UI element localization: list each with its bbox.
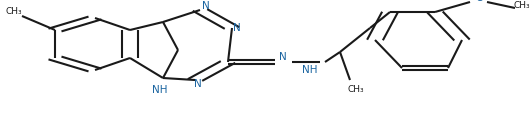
Text: NH: NH [152, 85, 168, 95]
Text: CH₃: CH₃ [6, 7, 22, 16]
Text: N: N [233, 23, 241, 33]
Text: CH₃: CH₃ [348, 85, 364, 94]
Text: N: N [202, 1, 210, 11]
Text: NH: NH [302, 65, 318, 75]
Text: CH₃: CH₃ [514, 1, 530, 10]
Text: N: N [279, 52, 287, 62]
Text: O: O [476, 0, 484, 3]
Text: N: N [194, 79, 202, 89]
